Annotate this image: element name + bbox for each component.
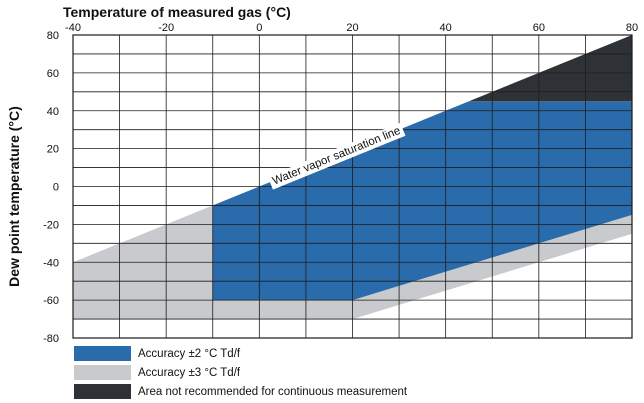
y-tick-label: 0 [53, 182, 59, 194]
x-tick-label: 20 [346, 22, 358, 34]
legend-item-not-recommended: Area not recommended for continuous meas… [74, 382, 407, 401]
y-tick-label: -40 [43, 257, 59, 269]
y-tick-label: 60 [47, 68, 59, 80]
legend-label-accuracy-2: Accuracy ±2 °C Td/f [138, 347, 241, 360]
y-tick-label: 20 [47, 144, 59, 156]
y-tick-label: 80 [47, 30, 59, 42]
x-tick-label: 40 [440, 22, 452, 34]
area-series-2 [469, 35, 632, 102]
legend-item-accuracy-3: Accuracy ±3 °C Td/f [74, 363, 407, 382]
legend-swatch-accuracy-2 [74, 346, 131, 361]
y-tick-label: 40 [47, 106, 59, 118]
x-axis-title: Temperature of measured gas (°C) [63, 4, 291, 20]
x-tick-label: 60 [533, 22, 545, 34]
x-tick-label: -40 [65, 22, 81, 34]
x-tick-label: -20 [158, 22, 174, 34]
legend: Accuracy ±2 °C Td/f Accuracy ±3 °C Td/f … [74, 344, 407, 401]
area-series-1 [212, 101, 633, 301]
legend-label-not-recommended: Area not recommended for continuous meas… [138, 385, 408, 398]
x-tick-labels: -40 -20 0 20 40 60 80 [65, 22, 638, 34]
plot-frame [72, 34, 633, 339]
legend-swatch-not-recommended [74, 384, 131, 399]
grid-layer [72, 34, 633, 339]
y-tick-label: -80 [43, 333, 59, 345]
y-tick-labels: 80 60 40 20 0 -20 -40 -60 -80 [43, 30, 59, 345]
legend-swatch-accuracy-3 [74, 365, 131, 380]
y-tick-label: -20 [43, 219, 59, 231]
annotation-background [267, 122, 406, 190]
y-tick-label: -60 [43, 295, 59, 307]
legend-label-accuracy-3: Accuracy ±3 °C Td/f [138, 366, 241, 379]
legend-item-accuracy-2: Accuracy ±2 °C Td/f [74, 344, 407, 363]
x-tick-label: 0 [256, 22, 262, 34]
y-axis-title: Dew point temperature (°C) [6, 106, 22, 287]
x-tick-label: 80 [626, 22, 638, 34]
